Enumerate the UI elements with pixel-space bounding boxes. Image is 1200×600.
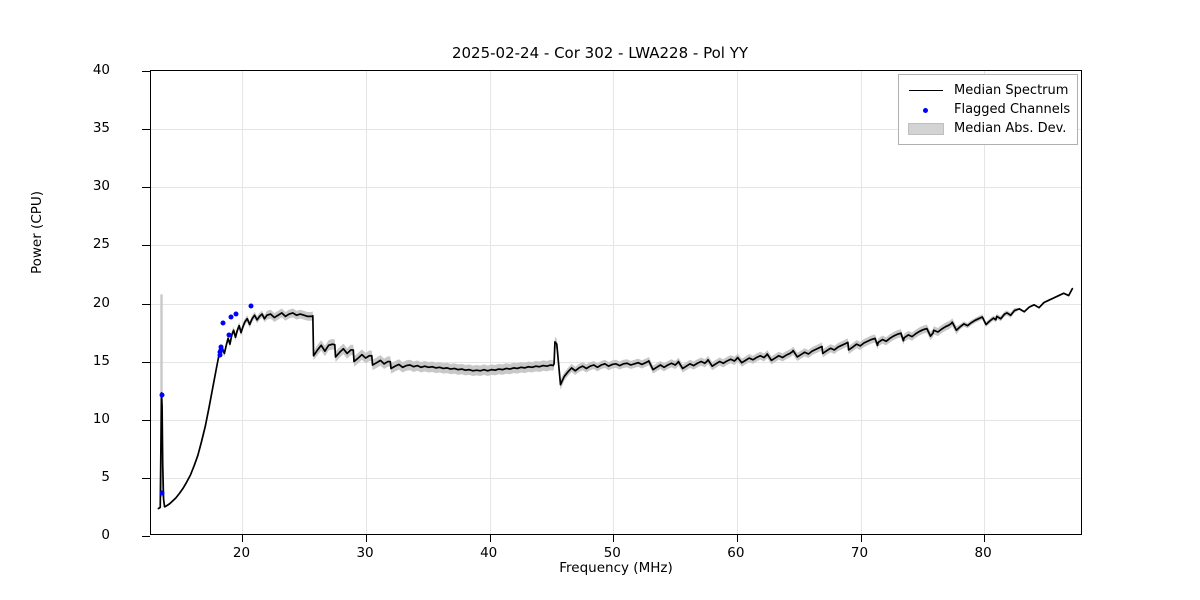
y-axis-tick — [142, 71, 150, 72]
y-axis-tick-label: 10 — [92, 410, 110, 427]
y-axis-tick — [142, 361, 150, 363]
x-axis-tick-label: 20 — [232, 545, 251, 561]
band-swatch-icon — [907, 122, 945, 136]
y-axis-title: Power (CPU) — [29, 190, 45, 275]
legend-label: Median Spectrum — [954, 83, 1069, 98]
legend-label: Median Abs. Dev. — [954, 121, 1067, 136]
flagged-channel-marker — [248, 303, 254, 309]
flagged-channel-marker — [159, 490, 164, 496]
y-axis-tick — [142, 303, 150, 305]
x-axis-tick — [613, 534, 615, 542]
flagged-channel-marker — [233, 311, 239, 317]
gridline-horizontal — [151, 187, 1081, 189]
x-axis-tick — [489, 534, 491, 542]
legend-item-median-spectrum[interactable]: Median Spectrum — [907, 81, 1069, 100]
x-axis-title: Frequency (MHz) — [559, 560, 673, 576]
x-axis-tick-label: 60 — [727, 545, 745, 561]
y-axis-tick-label: 20 — [92, 294, 110, 311]
dot-swatch-icon — [907, 103, 945, 117]
y-axis-tick-label: 25 — [92, 236, 110, 253]
gridline-horizontal — [151, 419, 1081, 421]
gridline-horizontal — [151, 477, 1081, 479]
legend-item-flagged-channels[interactable]: Flagged Channels — [907, 100, 1071, 119]
flagged-channels-layer — [151, 71, 1081, 534]
mad-band-area — [158, 287, 1073, 510]
x-axis-tick — [366, 534, 368, 542]
legend-label: Flagged Channels — [954, 102, 1071, 117]
gridline-vertical — [489, 71, 491, 534]
gridline-vertical — [366, 71, 368, 534]
flagged-channel-marker — [220, 320, 226, 326]
y-axis-tick-label: 0 — [101, 527, 110, 543]
flagged-channel-marker — [226, 332, 232, 338]
x-axis-tick-label: 40 — [480, 545, 498, 561]
x-axis-tick — [860, 534, 862, 542]
flagged-channel-marker — [159, 392, 164, 398]
gridline-horizontal — [151, 245, 1081, 247]
x-axis-tick-label: 50 — [603, 545, 621, 561]
legend-item-median-abs-dev[interactable]: Median Abs. Dev. — [907, 119, 1069, 138]
line-swatch-icon — [907, 84, 945, 98]
y-axis-tick — [142, 536, 150, 537]
gridline-horizontal — [151, 303, 1081, 305]
x-axis-tick — [736, 534, 738, 542]
y-axis-tick-label: 35 — [92, 120, 110, 137]
gridline-vertical — [984, 71, 986, 534]
x-axis-tick-label: 70 — [850, 545, 869, 561]
y-axis-tick-label: 5 — [101, 468, 110, 485]
gridline-vertical — [242, 71, 244, 534]
flagged-channel-marker — [218, 344, 224, 349]
x-axis-tick — [984, 534, 986, 542]
y-axis-tick-label: 30 — [92, 178, 110, 195]
median-spectrum-line — [157, 287, 1074, 510]
page-title: 2025-02-24 - Cor 302 - LWA228 - Pol YY — [451, 44, 749, 62]
legend[interactable]: Median Spectrum Flagged Channels Median … — [898, 74, 1078, 145]
y-axis-tick-label: 15 — [92, 352, 110, 369]
y-axis-tick-label: 40 — [92, 62, 110, 78]
x-axis-tick-label: 30 — [356, 545, 374, 561]
gridline-horizontal — [151, 129, 1081, 131]
y-axis-tick — [142, 419, 150, 421]
plot-axes — [142, 70, 1082, 542]
gridline-vertical — [736, 71, 738, 534]
flagged-channel-marker — [218, 347, 224, 353]
y-axis-tick — [142, 477, 150, 479]
x-axis-tick-label: 80 — [974, 545, 992, 561]
y-axis-tick — [142, 245, 150, 247]
gridline-vertical — [613, 71, 615, 534]
flagged-channel-marker — [228, 314, 234, 320]
y-axis-tick — [142, 129, 150, 131]
x-axis-tick — [242, 534, 244, 542]
y-axis-tick — [142, 187, 150, 189]
gridline-vertical — [860, 71, 862, 534]
